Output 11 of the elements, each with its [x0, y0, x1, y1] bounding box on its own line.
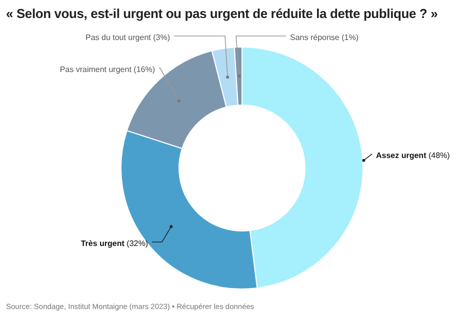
data-label: (48%)	[426, 151, 450, 160]
slice-label: Assez urgent	[376, 151, 427, 160]
data-label: (32%)	[124, 239, 148, 248]
slice-label: Pas vraiment urgent	[60, 65, 132, 74]
data-label: (3%)	[150, 33, 170, 42]
data-label: (1%)	[339, 33, 359, 42]
data-label: (16%)	[131, 65, 156, 74]
slice-label: Très urgent	[80, 239, 125, 248]
chart-title: « Selon vous, est-il urgent ou pas urgent de réduite la dette publique ? »	[6, 6, 438, 21]
slice-label: Pas du tout urgent	[85, 33, 152, 42]
slice-label: Sans réponse	[290, 33, 340, 42]
